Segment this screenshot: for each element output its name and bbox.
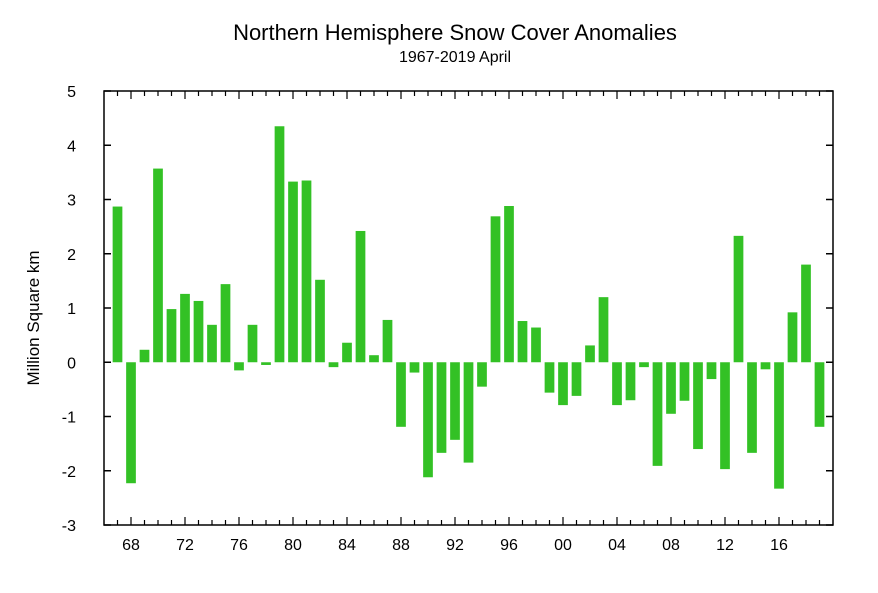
- bar-1974: [207, 324, 217, 363]
- bar-1986: [369, 355, 379, 363]
- x-tick-label: 80: [284, 537, 302, 554]
- bar-2012: [720, 362, 730, 470]
- bar-2016: [774, 362, 784, 489]
- chart-title: Northern Hemisphere Snow Cover Anomalies: [233, 20, 677, 45]
- bar-2007: [652, 362, 663, 466]
- bar-1972: [180, 293, 190, 363]
- x-tick-label: 72: [176, 537, 194, 554]
- bar-2013: [733, 235, 744, 363]
- bar-1989: [409, 362, 420, 373]
- bar-2010: [693, 362, 703, 450]
- bar-2009: [679, 362, 690, 401]
- bar-1983: [328, 362, 339, 368]
- x-tick-label: 76: [230, 537, 248, 554]
- bar-2001: [571, 362, 582, 396]
- bar-2004: [612, 362, 622, 406]
- x-tick-label: 92: [446, 537, 464, 554]
- x-tick-label: 12: [716, 537, 734, 554]
- bar-1969: [139, 349, 150, 363]
- bar-1995: [490, 216, 501, 363]
- bar-1998: [531, 327, 541, 363]
- bar-1996: [504, 206, 514, 363]
- chart-subtitle: 1967-2019 April: [398, 49, 512, 66]
- bar-1976: [234, 362, 244, 371]
- bar-2015: [760, 362, 771, 370]
- bar-1993: [463, 362, 474, 463]
- y-tick-label: 5: [67, 84, 76, 101]
- bar-1994: [477, 362, 487, 387]
- y-tick-label: 2: [67, 247, 76, 264]
- bar-2008: [666, 362, 676, 414]
- y-tick-label: -2: [62, 464, 76, 481]
- bar-1987: [382, 319, 393, 363]
- bar-1979: [274, 126, 285, 363]
- bar-1982: [315, 279, 325, 363]
- y-tick-label: -3: [62, 518, 76, 535]
- bar-1990: [423, 362, 433, 478]
- bar-1977: [247, 324, 258, 363]
- y-tick-label: 3: [67, 193, 76, 210]
- x-tick-label: 68: [122, 537, 140, 554]
- y-tick-label: -1: [62, 410, 76, 427]
- x-tick-label: 96: [500, 537, 518, 554]
- bar-1973: [193, 300, 204, 363]
- bar-1981: [301, 180, 312, 363]
- bar-2014: [747, 362, 757, 453]
- bar-1967: [112, 206, 123, 363]
- bar-2019: [814, 362, 825, 427]
- bar-2018: [801, 264, 811, 363]
- x-tick-label: 88: [392, 537, 410, 554]
- bar-1985: [355, 230, 366, 363]
- bar-2000: [558, 362, 568, 406]
- x-tick-label: 08: [662, 537, 680, 554]
- bar-2011: [706, 362, 717, 380]
- x-tick-label: 16: [770, 537, 788, 554]
- bar-1991: [436, 362, 447, 453]
- bar-1980: [288, 181, 298, 363]
- bar-1978: [261, 362, 271, 365]
- bar-1970: [153, 168, 163, 363]
- bar-1988: [396, 362, 406, 427]
- x-tick-label: 00: [554, 537, 572, 554]
- bar-1997: [517, 321, 528, 363]
- bar-2005: [625, 362, 636, 401]
- bar-1992: [450, 362, 460, 440]
- y-tick-label: 1: [67, 301, 76, 318]
- y-tick-label: 0: [67, 355, 76, 372]
- bar-1968: [126, 362, 136, 484]
- bar-2002: [585, 345, 595, 363]
- bar-2006: [639, 362, 649, 368]
- bar-1984: [342, 342, 352, 363]
- x-tick-label: 04: [608, 537, 626, 554]
- bar-1999: [544, 362, 555, 393]
- bar-2017: [787, 312, 798, 363]
- y-tick-label: 4: [67, 138, 76, 155]
- bar-2003: [598, 297, 609, 363]
- bar-1975: [220, 284, 231, 363]
- x-tick-label: 84: [338, 537, 356, 554]
- bar-1971: [166, 309, 177, 363]
